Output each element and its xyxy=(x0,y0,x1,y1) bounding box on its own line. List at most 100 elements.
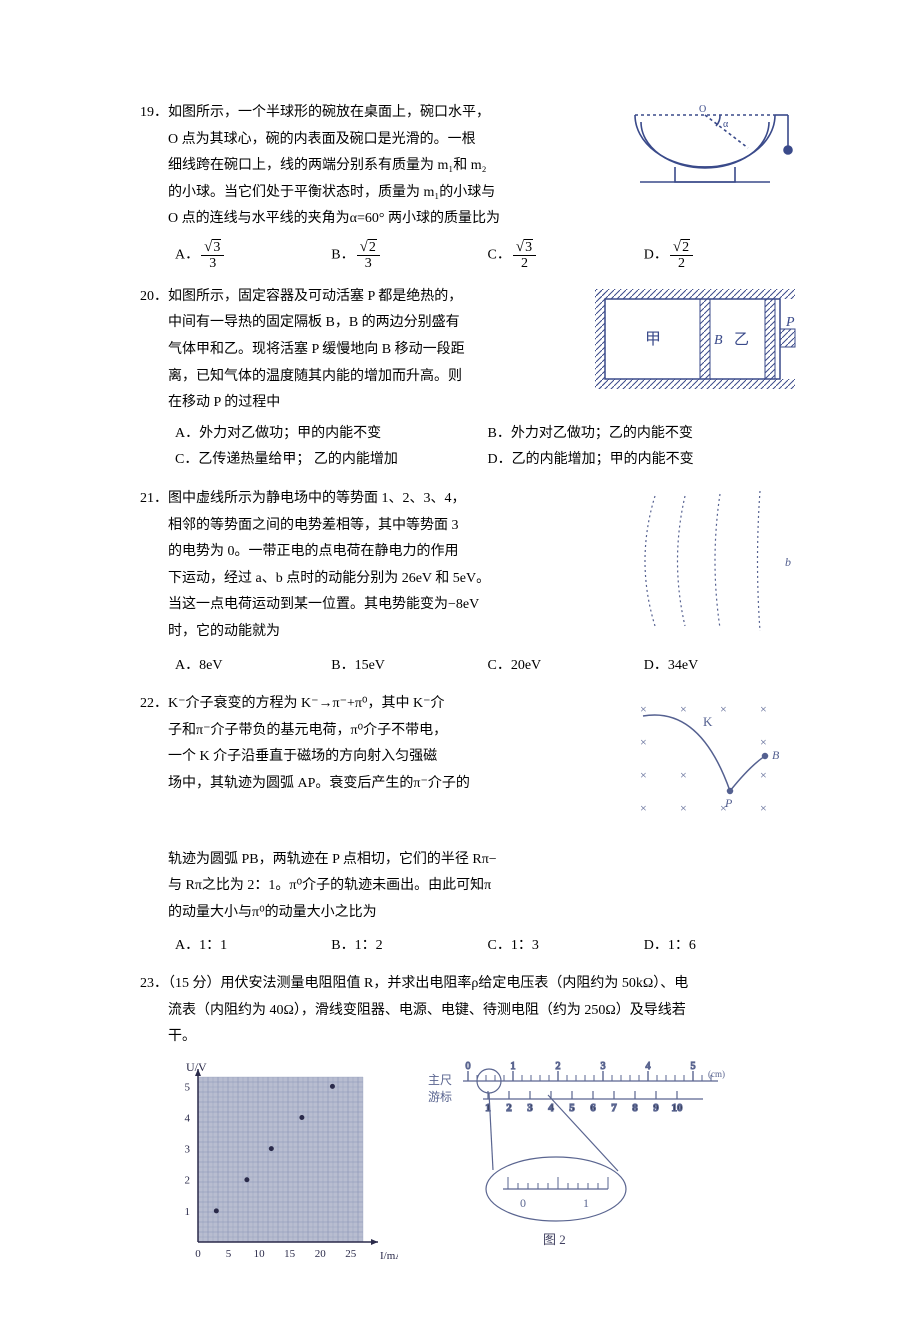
svg-text:×: × xyxy=(760,801,767,815)
svg-text:25: 25 xyxy=(345,1248,357,1260)
q21-figure: b xyxy=(630,486,800,647)
svg-text:15: 15 xyxy=(284,1248,296,1260)
q21-line4: 当这一点电荷运动到某一位置。其电势能变为−8eV xyxy=(140,592,612,619)
q21-line5: 时，它的动能就为 xyxy=(140,619,612,646)
q22-line2: 一个 K 介子沿垂直于磁场的方向射入匀强磁 xyxy=(140,744,607,771)
q20-options: A．外力对乙做功；甲的内能不变 B．外力对乙做功；乙的内能不变 C．乙传递热量给… xyxy=(140,421,800,474)
q19-line2: 细线跨在碗口上，线的两端分别系有质量为 m₁和 m₂ xyxy=(140,153,602,180)
ruler-unit: (cm) xyxy=(708,1069,725,1079)
q20-line1: 中间有一导热的固定隔板 B，B 的两边分别盛有 xyxy=(140,310,572,337)
q19-opt-a: A．√33 xyxy=(175,239,331,272)
q22-opt-b: B．1：2 xyxy=(331,933,487,960)
q22-text: 22．K⁻介子衰变的方程为 K⁻→π⁻+π⁰，其中 K⁻介 子和π⁻介子带负的基… xyxy=(140,691,607,797)
svg-text:×: × xyxy=(760,768,767,782)
svg-text:×: × xyxy=(760,702,767,716)
q21-number: 21． xyxy=(140,491,168,506)
svg-text:0: 0 xyxy=(195,1248,201,1260)
q20-line0: 如图所示，固定容器及可动活塞 P 都是绝热的， xyxy=(168,289,462,304)
q23-ruler: 主尺 游标 012345 12345678910 (cm) 0 xyxy=(428,1059,728,1270)
svg-text:×: × xyxy=(720,702,727,716)
q23-intro-b: 流表（内阻约为 40Ω），滑线变阻器、电源、电键、待测电阻（约为 250Ω）及导… xyxy=(140,998,800,1025)
chart-ylabel: U/V xyxy=(186,1060,207,1074)
svg-text:×: × xyxy=(680,768,687,782)
question-20: 20．如图所示，固定容器及可动活塞 P 都是绝热的， 中间有一导热的固定隔板 B… xyxy=(140,284,800,474)
svg-text:α: α xyxy=(723,119,729,130)
q21-options: A．8eV B．15eV C．20eV D．34eV xyxy=(140,653,800,680)
q20-label-b: B xyxy=(714,333,723,348)
svg-text:0: 0 xyxy=(466,1061,471,1072)
svg-text:20: 20 xyxy=(315,1248,327,1260)
q22-line3: 场中，其轨迹为圆弧 AP。衰变后产生的π⁻介子的 xyxy=(140,771,607,798)
bowl-diagram-icon: α O xyxy=(620,100,800,195)
svg-text:9: 9 xyxy=(653,1102,659,1114)
vernier-caliper-icon: 主尺 游标 012345 12345678910 (cm) 0 xyxy=(428,1059,728,1259)
svg-text:8: 8 xyxy=(632,1102,638,1114)
q22-body: 22．K⁻介子衰变的方程为 K⁻→π⁻+π⁰，其中 K⁻介 子和π⁻介子带负的基… xyxy=(140,691,800,847)
q19-opt-b: B．√23 xyxy=(331,239,487,272)
svg-text:3: 3 xyxy=(527,1102,533,1114)
svg-text:3: 3 xyxy=(601,1061,606,1072)
q20-opt-a: A．外力对乙做功；甲的内能不变 xyxy=(175,421,488,448)
svg-text:6: 6 xyxy=(590,1102,596,1114)
svg-text:0: 0 xyxy=(520,1196,526,1210)
q19-figure: α O xyxy=(620,100,800,206)
q22-opt-a: A．1：1 xyxy=(175,933,331,960)
svg-text:4: 4 xyxy=(185,1112,191,1124)
question-23: 23．（15 分）用伏安法测量电阻阻值 R，并求出电阻率ρ给定电压表（内阻约为 … xyxy=(140,971,800,1289)
q20-label-yi: 乙 xyxy=(734,332,749,348)
q20-opt-d: D．乙的内能增加；甲的内能不变 xyxy=(488,447,801,474)
q21-line0: 图中虚线所示为静电场中的等势面 1、2、3、4， xyxy=(168,491,466,506)
q21-opt-c: C．20eV xyxy=(488,653,644,680)
question-22: 22．K⁻介子衰变的方程为 K⁻→π⁻+π⁰，其中 K⁻介 子和π⁻介子带负的基… xyxy=(140,691,800,959)
q22-line5: 与 Rπ之比为 2：1。π⁰介子的轨迹未画出。由此可知π xyxy=(140,873,800,900)
q21-opt-a: A．8eV xyxy=(175,653,331,680)
equipotential-lines-icon: b xyxy=(630,486,800,636)
q23-intro-a: （15 分）用伏安法测量电阻阻值 R，并求出电阻率ρ给定电压表（内阻约为 50k… xyxy=(168,976,688,991)
q20-opt-c: C．乙传递热量给甲； 乙的内能增加 xyxy=(175,447,488,474)
q22-line1: 子和π⁻介子带负的基元电荷，π⁰介子不带电， xyxy=(140,718,607,745)
q21-line2: 的电势为 0。一带正电的点电荷在静电力的作用 xyxy=(140,539,612,566)
svg-text:10: 10 xyxy=(254,1248,266,1260)
svg-text:10: 10 xyxy=(672,1102,684,1114)
svg-text:4: 4 xyxy=(548,1102,554,1114)
q20-line3: 离，已知气体的温度随其内能的增加而升高。则 xyxy=(140,364,572,391)
q19-line0: 如图所示，一个半球形的碗放在桌面上，碗口水平， xyxy=(168,105,490,120)
question-19: 19．如图所示，一个半球形的碗放在桌面上，碗口水平， O 点为其球心，碗的内表面… xyxy=(140,100,800,272)
q20-line4: 在移动 P 的过程中 xyxy=(140,390,572,417)
q22-opt-c: C．1：3 xyxy=(488,933,644,960)
q19-line4: O 点的连线与水平线的夹角为α=60° 两小球的质量比为 xyxy=(140,206,602,233)
q21-body: 21．图中虚线所示为静电场中的等势面 1、2、3、4， 相邻的等势面之间的电势差… xyxy=(140,486,800,647)
svg-text:×: × xyxy=(680,801,687,815)
q20-figure: 甲 B 乙 P xyxy=(590,284,800,410)
q21-label-b: b xyxy=(785,555,791,569)
q19-body: 19．如图所示，一个半球形的碗放在桌面上，碗口水平， O 点为其球心，碗的内表面… xyxy=(140,100,800,233)
svg-text:5: 5 xyxy=(569,1102,575,1114)
q22-label-p: P xyxy=(724,796,733,810)
ruler-main-label: 主尺 xyxy=(428,1073,452,1087)
q20-body: 20．如图所示，固定容器及可动活塞 P 都是绝热的， 中间有一导热的固定隔板 B… xyxy=(140,284,800,417)
q20-text: 20．如图所示，固定容器及可动活塞 P 都是绝热的， 中间有一导热的固定隔板 B… xyxy=(140,284,572,417)
q22-opt-d: D．1：6 xyxy=(644,933,800,960)
svg-text:1: 1 xyxy=(185,1206,191,1218)
q19-opt-d: D．√22 xyxy=(644,239,800,272)
svg-text:3: 3 xyxy=(185,1144,191,1156)
q23-figures: U/V 0510152025 12345 I/mA 主尺 游标 012345 xyxy=(140,1059,800,1290)
svg-text:2: 2 xyxy=(556,1061,561,1072)
q21-opt-b: B．15eV xyxy=(331,653,487,680)
q22-figure: ×××× ×× ××× ×××× K B P xyxy=(625,691,800,847)
q21-line1: 相邻的等势面之间的电势差相等，其中等势面 3 xyxy=(140,513,612,540)
piston-container-icon: 甲 B 乙 P xyxy=(590,284,800,399)
q20-opt-b: B．外力对乙做功；乙的内能不变 xyxy=(488,421,801,448)
q23-intro-c: 干。 xyxy=(140,1024,800,1051)
question-21: 21．图中虚线所示为静电场中的等势面 1、2、3、4， 相邻的等势面之间的电势差… xyxy=(140,486,800,679)
svg-text:4: 4 xyxy=(646,1061,651,1072)
q20-line2: 气体甲和乙。现将活塞 P 缓慢地向 B 移动一段距 xyxy=(140,337,572,364)
svg-text:×: × xyxy=(680,702,687,716)
voltage-current-chart-icon: U/V 0510152025 12345 I/mA xyxy=(168,1059,398,1279)
q22-line6: 的动量大小与π⁰的动量大小之比为 xyxy=(140,900,800,927)
q22-line0: K⁻介子衰变的方程为 K⁻→π⁻+π⁰，其中 K⁻介 xyxy=(168,696,445,711)
svg-text:5: 5 xyxy=(226,1248,232,1260)
svg-text:5: 5 xyxy=(185,1081,191,1093)
svg-text:7: 7 xyxy=(611,1102,617,1114)
svg-text:5: 5 xyxy=(691,1061,696,1072)
